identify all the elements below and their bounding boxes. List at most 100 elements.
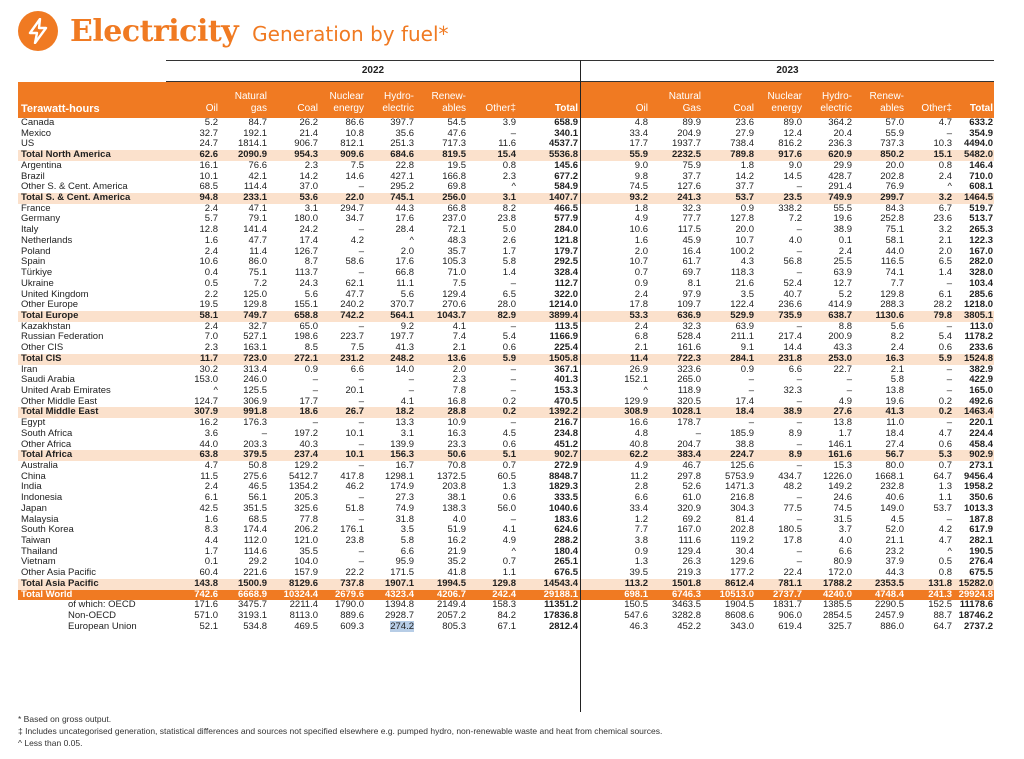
table-body: Canada 5.2 84.7 26.2 86.6 397.7 54.5 3.9 658.9 4.… bbox=[18, 117, 994, 633]
table-cell: 129.4 bbox=[442, 288, 466, 300]
table-cell: 292.5 bbox=[554, 256, 578, 268]
table-cell: – bbox=[946, 417, 952, 429]
table-cell: 158.3 bbox=[492, 599, 516, 611]
table-cell: – bbox=[358, 181, 364, 193]
table-cell: – bbox=[946, 127, 952, 139]
table-cell: 295.2 bbox=[390, 181, 414, 193]
table-cell: 4.7 bbox=[938, 117, 952, 128]
row-label: Türkiye bbox=[21, 267, 53, 279]
table-cell: – bbox=[796, 181, 802, 193]
table-cell: 1.8 bbox=[740, 159, 754, 171]
table-cell: 31.8 bbox=[395, 513, 415, 525]
table-cell: 66.8 bbox=[395, 267, 415, 279]
table-cell: 203.3 bbox=[243, 438, 267, 450]
table-cell: 2.4 bbox=[634, 288, 648, 300]
table-cell: 902.7 bbox=[554, 449, 578, 461]
table-cell: 58.6 bbox=[345, 256, 365, 268]
table-cell: 5.2 bbox=[204, 117, 218, 128]
table-cell: 52.4 bbox=[783, 277, 803, 289]
table-cell: 1392.2 bbox=[548, 406, 578, 418]
table-cell: 6.6 bbox=[788, 363, 802, 375]
table-cell: 3282.8 bbox=[671, 610, 701, 622]
table-row: United Arab Emirates ^ 125.5 – 20.1 – 7.8 – 153.… bbox=[18, 384, 994, 397]
table-cell: 2.0 bbox=[452, 363, 466, 375]
table-cell: 125.0 bbox=[243, 288, 267, 300]
table-cell: 129.2 bbox=[294, 460, 318, 471]
table-cell: 451.2 bbox=[554, 438, 578, 450]
table-cell: 46.5 bbox=[248, 481, 268, 493]
table-cell: 94.8 bbox=[199, 192, 219, 204]
table-cell: 5536.8 bbox=[548, 149, 578, 161]
table-cell: – bbox=[510, 363, 516, 375]
table-cell: 22.7 bbox=[833, 363, 853, 375]
table-cell: 325.7 bbox=[828, 620, 852, 632]
table-cell: 21.9 bbox=[447, 545, 467, 557]
table-cell: 2.4 bbox=[204, 202, 218, 214]
table-cell: 187.8 bbox=[969, 513, 993, 525]
table-cell: – bbox=[695, 427, 701, 439]
table-cell: 37.0 bbox=[299, 181, 319, 193]
table-cell: 256.0 bbox=[442, 192, 466, 204]
table-cell: 20.1 bbox=[345, 384, 365, 396]
table-cell: 577.9 bbox=[554, 213, 578, 225]
table-cell: 5482.0 bbox=[963, 149, 993, 161]
table-cell: 584.9 bbox=[554, 181, 578, 193]
column-header-total-2023: Total bbox=[969, 103, 993, 114]
table-cell: 12.4 bbox=[783, 127, 803, 139]
table-cell: 69.2 bbox=[682, 513, 702, 525]
table-cell: 16.3 bbox=[885, 352, 905, 364]
table-cell: 38.9 bbox=[833, 224, 853, 236]
table-cell: 7.8 bbox=[452, 384, 466, 396]
row-label: Indonesia bbox=[21, 492, 63, 504]
table-cell: 3.1 bbox=[400, 427, 414, 439]
table-cell: 224.7 bbox=[730, 449, 754, 461]
table-cell: 82.9 bbox=[497, 309, 517, 321]
table-cell: – bbox=[796, 556, 802, 568]
table-cell: 5753.9 bbox=[724, 470, 754, 482]
table-cell: 469.5 bbox=[294, 620, 318, 632]
table-cell: 53.3 bbox=[629, 309, 649, 321]
table-cell: 156.3 bbox=[390, 449, 414, 461]
table-cell: 737.3 bbox=[880, 138, 904, 150]
table-cell: 0.1 bbox=[204, 556, 218, 568]
table-cell: 69.7 bbox=[682, 267, 702, 279]
table-cell: 39.5 bbox=[629, 567, 649, 579]
table-cell: 991.8 bbox=[243, 406, 267, 418]
table-row: Netherlands 1.6 47.7 17.4 4.2 ^ 48.3 2.6 121.8 1.… bbox=[18, 234, 994, 247]
table-cell: 1214.0 bbox=[548, 299, 578, 311]
table-cell: – bbox=[312, 374, 318, 386]
table-cell: 0.8 bbox=[938, 159, 952, 171]
table-cell: 6.6 bbox=[400, 545, 414, 557]
table-cell: 1354.2 bbox=[288, 481, 318, 493]
table-cell: 2149.4 bbox=[436, 599, 466, 611]
table-cell: 10513.0 bbox=[719, 588, 754, 600]
table-cell: 4.7 bbox=[938, 427, 952, 439]
table-cell: 232.8 bbox=[880, 481, 904, 493]
row-label: Other Africa bbox=[21, 438, 72, 450]
table-cell: 152.1 bbox=[624, 374, 648, 386]
table-cell: 13.8 bbox=[833, 417, 853, 429]
table-cell: 97.9 bbox=[682, 288, 702, 300]
row-label: Iran bbox=[21, 363, 38, 375]
table-cell: 12.7 bbox=[833, 277, 853, 289]
table-cell: 343.0 bbox=[730, 620, 754, 632]
table-cell: 38.1 bbox=[447, 492, 467, 504]
table-cell: 121.8 bbox=[554, 234, 578, 246]
table-cell: 1958.2 bbox=[963, 481, 993, 493]
table-row: Egypt 16.2 176.3 – – 13.3 10.9 – 216.7 16.6 178.7 –… bbox=[18, 417, 994, 429]
table-cell: 492.6 bbox=[969, 395, 993, 407]
column-header-renew-ables-2022: Renew-ables bbox=[431, 91, 466, 114]
table-cell: 28.0 bbox=[497, 299, 517, 311]
table-cell: 11.4 bbox=[249, 245, 267, 257]
table-cell: 80.0 bbox=[885, 460, 905, 471]
table-cell: 4.1 bbox=[400, 395, 414, 407]
table-cell: – bbox=[358, 320, 364, 332]
table-cell: – bbox=[358, 556, 364, 568]
table-cell: 4.0 bbox=[788, 234, 802, 246]
table-cell: 13.6 bbox=[447, 352, 467, 364]
table-cell: 24.2 bbox=[299, 224, 319, 236]
table-row: Canada 5.2 84.7 26.2 86.6 397.7 54.5 3.9 658.9 4.… bbox=[18, 117, 994, 129]
table-cell: 0.5 bbox=[204, 277, 218, 289]
table-cell: 5.8 bbox=[890, 374, 904, 386]
table-cell: 8848.7 bbox=[548, 470, 578, 482]
